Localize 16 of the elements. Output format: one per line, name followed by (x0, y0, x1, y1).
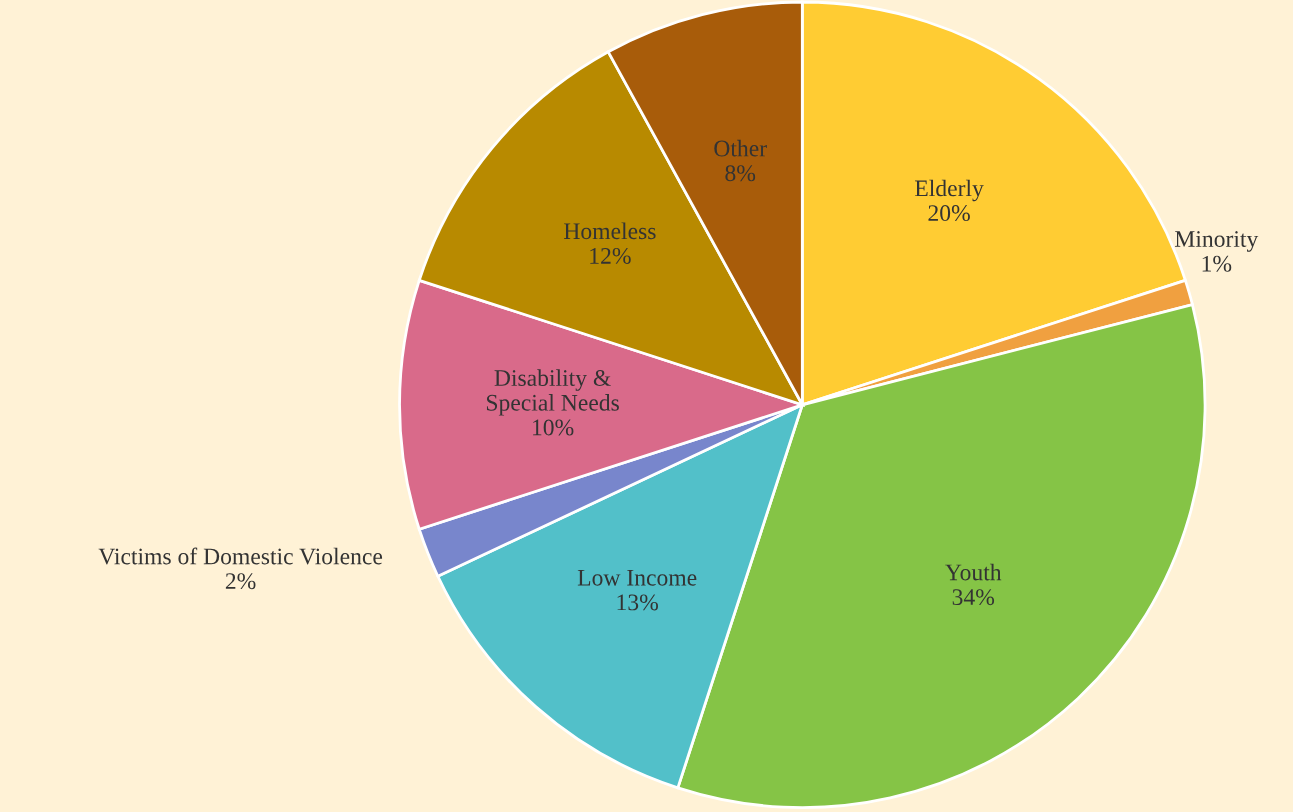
data-label: 1% (1202, 255, 1232, 272)
slice-label: Elderly (915, 179, 984, 202)
slice-label: Victims of Domestic Violence (98, 547, 383, 565)
data-label: 2% (225, 573, 256, 590)
data-label: 34% (952, 589, 995, 606)
slice-label: Homeless (564, 222, 656, 240)
slice-label: Low Income (577, 569, 697, 586)
data-label: 10% (533, 419, 574, 436)
slice-label: Disability & Special Needs (486, 369, 619, 416)
data-label: 8% (725, 165, 756, 182)
data-label: 20% (928, 205, 970, 222)
data-label: 12% (590, 247, 631, 264)
data-label: 13% (617, 594, 658, 611)
slice-label: Youth (945, 563, 1002, 581)
slice-label: Minority (1175, 231, 1259, 252)
slice-label: Other (714, 139, 767, 157)
